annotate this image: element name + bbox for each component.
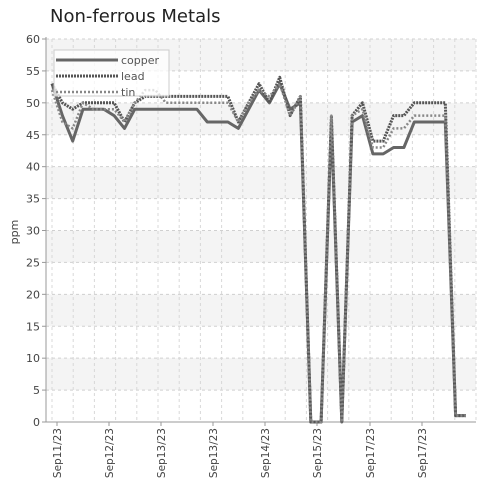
legend-label-lead: lead xyxy=(121,70,145,83)
y-tick-label: 55 xyxy=(26,65,40,78)
plot-bands xyxy=(46,39,476,422)
y-axis-title: ppm xyxy=(8,220,21,245)
x-tick-label: Sep15/23 xyxy=(312,428,324,478)
y-tick-label: 30 xyxy=(26,225,40,238)
plot-band xyxy=(46,326,476,359)
y-tick-label: 20 xyxy=(26,288,40,301)
plot-band xyxy=(46,134,476,167)
y-tick-label: 50 xyxy=(26,97,40,110)
legend-label-copper: copper xyxy=(121,54,160,67)
legend-box xyxy=(53,49,170,97)
y-tick-label: 35 xyxy=(26,193,40,206)
plot-band xyxy=(46,230,476,263)
y-tick-label: 60 xyxy=(26,33,40,46)
plot-band xyxy=(46,358,476,391)
y-tick-label: 25 xyxy=(26,256,40,269)
x-tick-label: Sep11/23 xyxy=(52,428,64,478)
x-tick-label: Sep17/23 xyxy=(365,428,377,478)
series-line-lead xyxy=(50,75,466,424)
series-line-tin xyxy=(50,82,466,424)
x-tick-label: Sep13/23 xyxy=(208,428,220,478)
y-tick-label: 40 xyxy=(26,161,40,174)
y-tick-label: 15 xyxy=(26,320,40,333)
y-tick-label: 10 xyxy=(26,352,40,365)
x-tick-label: Sep13/23 xyxy=(156,428,168,478)
y-tick-label: 5 xyxy=(33,384,40,397)
legend-label-tin: tin xyxy=(121,86,135,99)
grid-lines xyxy=(46,38,477,423)
plot-band xyxy=(46,198,476,231)
y-tick-label: 0 xyxy=(33,416,40,429)
plot-band xyxy=(46,294,476,327)
x-tick-label: Sep12/23 xyxy=(104,428,116,478)
plot-band xyxy=(46,262,476,295)
x-tick-label: Sep17/23 xyxy=(417,428,429,478)
y-tick-label: 45 xyxy=(26,129,40,142)
x-tick-labels: Sep11/23 Sep12/23 Sep13/23 Sep13/23 Sep14/23… xyxy=(52,422,429,478)
series-lines xyxy=(50,75,466,424)
x-tick-label: Sep14/23 xyxy=(260,428,272,478)
plot-band xyxy=(46,166,476,199)
chart-title: Non-ferrous Metals xyxy=(50,6,221,27)
y-tick-labels: 0 5 10 15 20 25 30 35 40 45 50 55 60 xyxy=(26,33,46,429)
plot-band xyxy=(46,390,476,422)
legend: copper lead tin xyxy=(53,49,170,99)
